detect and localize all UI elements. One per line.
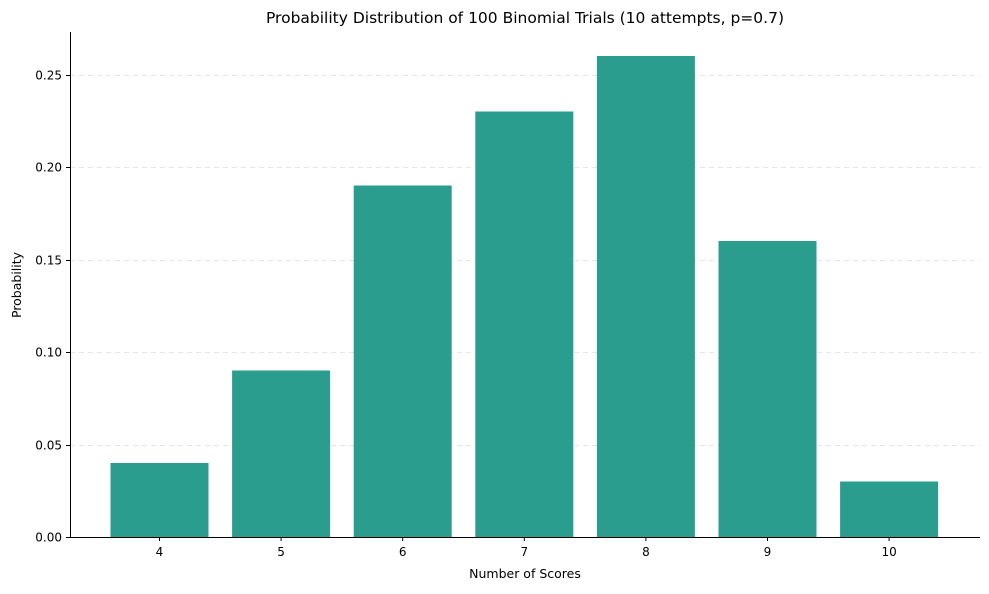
y-tick-label: 0.00 [35, 531, 62, 545]
x-tick-label: 9 [764, 545, 772, 559]
bar-9 [718, 241, 817, 537]
y-ticks: 0.00 0.05 0.10 0.15 0.20 0.25 [35, 69, 70, 545]
x-ticks: 4 5 6 7 8 9 10 [156, 537, 897, 559]
x-tick-label: 5 [277, 545, 285, 559]
bar-7 [475, 111, 574, 537]
chart-title: Probability Distribution of 100 Binomial… [266, 9, 784, 27]
bar-8 [596, 56, 695, 537]
x-tick-label: 6 [399, 545, 407, 559]
x-tick-label: 8 [642, 545, 650, 559]
x-tick-label: 4 [156, 545, 164, 559]
y-tick-label: 0.20 [35, 161, 62, 175]
bar-4 [110, 463, 209, 537]
y-tick-label: 0.10 [35, 346, 62, 360]
axes [70, 32, 980, 538]
x-tick-label: 10 [881, 545, 896, 559]
y-tick-label: 0.15 [35, 254, 62, 268]
bars [110, 56, 939, 537]
y-axis-label: Probability [9, 251, 24, 318]
x-axis-label: Number of Scores [469, 566, 581, 581]
bar-5 [232, 370, 331, 537]
x-tick-label: 7 [520, 545, 528, 559]
y-tick-label: 0.05 [35, 439, 62, 453]
y-tick-label: 0.25 [35, 69, 62, 83]
bar-6 [353, 185, 452, 537]
bar-10 [840, 481, 939, 537]
